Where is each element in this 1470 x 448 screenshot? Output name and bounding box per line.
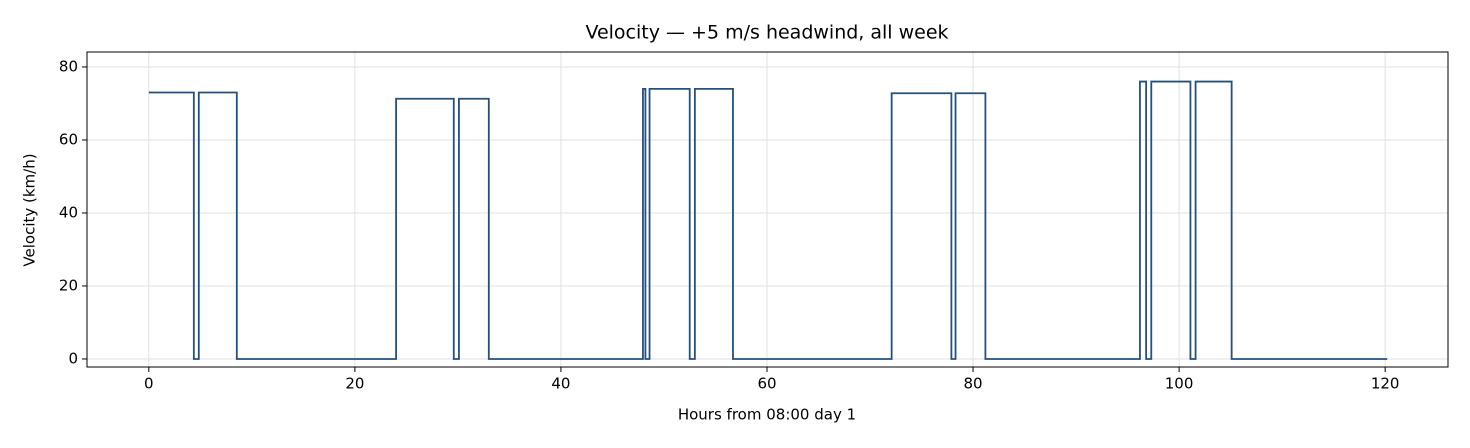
y-tick-label: 80 bbox=[59, 57, 78, 75]
x-tick-label: 80 bbox=[963, 375, 982, 393]
series-line bbox=[148, 80, 1388, 360]
x-tick-label: 60 bbox=[757, 375, 776, 393]
plot-frame bbox=[86, 51, 1449, 368]
y-tick-label: 20 bbox=[59, 276, 78, 294]
x-tick-label: 0 bbox=[144, 375, 154, 393]
x-tick-label: 100 bbox=[1165, 375, 1194, 393]
x-axis-label: Hours from 08:00 day 1 bbox=[678, 406, 856, 424]
y-axis-label: Velocity (km/h) bbox=[21, 153, 39, 266]
x-tick-label: 40 bbox=[551, 375, 570, 393]
x-tick-label: 120 bbox=[1371, 375, 1400, 393]
y-tick-label: 60 bbox=[59, 130, 78, 148]
y-tick-label: 40 bbox=[59, 203, 78, 221]
y-tick-label: 0 bbox=[68, 349, 78, 367]
x-tick-label: 20 bbox=[345, 375, 364, 393]
chart-title: Velocity — +5 m/s headwind, all week bbox=[585, 22, 948, 44]
